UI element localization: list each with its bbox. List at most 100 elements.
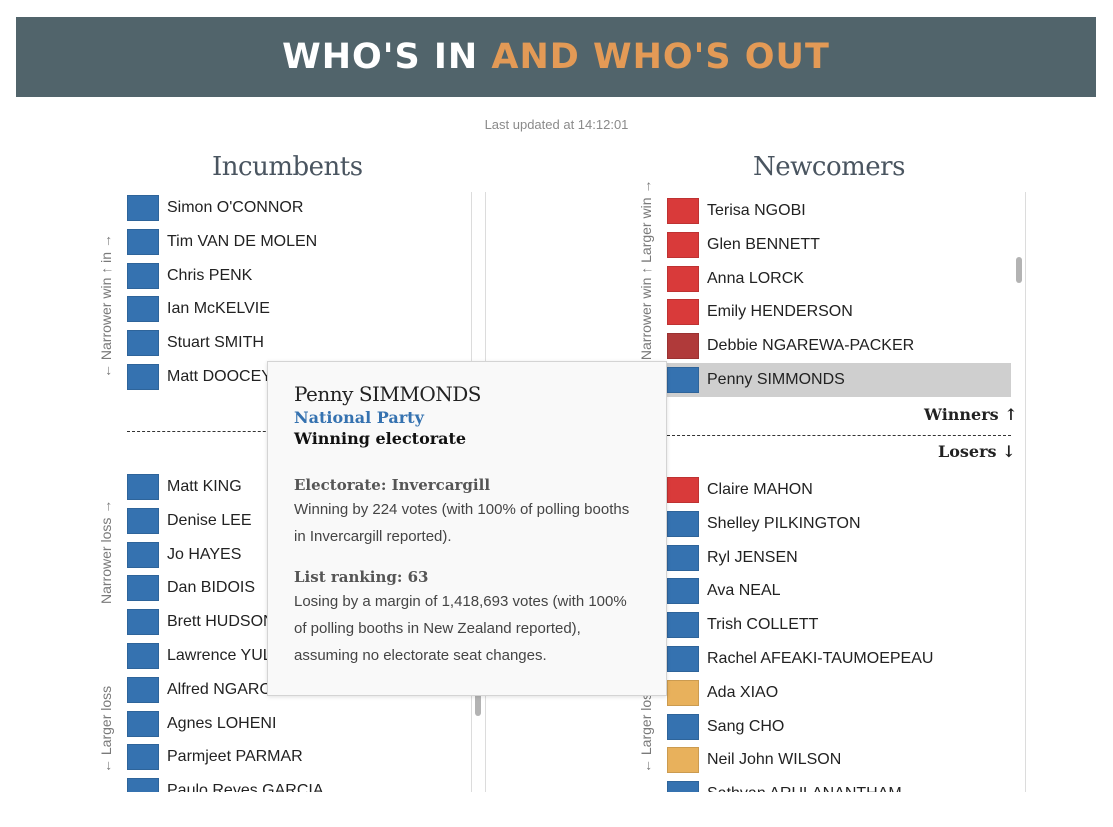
incumbents-list[interactable]: Simon O'CONNOR Tim VAN DE MOLEN Chris PENK… <box>127 192 471 792</box>
party-color-swatch <box>667 510 699 537</box>
tooltip-electorate-text: Winning by 224 votes (with 100% of polli… <box>294 501 630 545</box>
candidate-name: Sathyan ARULANANTHAM <box>707 785 902 792</box>
party-color-swatch <box>127 676 159 703</box>
newcomer-loser-row[interactable]: Neil John WILSON <box>667 743 841 777</box>
candidate-name: Emily HENDERSON <box>707 303 853 321</box>
candidate-name: Chris PENK <box>167 266 253 284</box>
incumbent-winner-row[interactable]: Chris PENK <box>127 259 252 293</box>
incumbent-loser-row[interactable]: Brett HUDSON <box>127 605 275 639</box>
newcomer-winner-row[interactable]: Terisa NGOBI <box>667 194 806 228</box>
party-color-swatch <box>127 778 159 792</box>
party-color-swatch <box>127 541 159 568</box>
incumbent-loser-row[interactable]: Parmjeet PARMAR <box>127 740 303 774</box>
newcomers-title: Newcomers <box>753 152 905 182</box>
party-color-swatch <box>127 507 159 534</box>
tooltip-candidate-name: Penny SIMMONDS <box>294 382 482 406</box>
candidate-name: Ian McKELVIE <box>167 300 270 318</box>
candidate-name: Lawrence YULE <box>167 647 283 664</box>
party-color-swatch <box>667 333 699 360</box>
newcomer-loser-row[interactable]: Ada XIAO <box>667 676 778 710</box>
candidate-name: Alfred NGARO <box>167 680 272 698</box>
newcomer-loser-row[interactable]: Rachel AFEAKI-TAUMOEPEAU <box>667 642 933 676</box>
party-color-swatch <box>667 781 699 792</box>
incumbent-loser-row[interactable]: Paulo Reyes GARCIA <box>127 774 324 792</box>
newcomer-winner-row[interactable]: Emily HENDERSON <box>667 295 853 329</box>
newcomer-winner-row[interactable]: Penny SIMMONDS <box>667 363 1011 397</box>
newcomer-loser-row[interactable]: Claire MAHON <box>667 473 813 507</box>
candidate-name: Trish COLLETT <box>707 616 819 634</box>
candidate-tooltip: Penny SIMMONDS National Party Winning el… <box>267 361 667 696</box>
party-color-swatch <box>667 713 699 740</box>
candidate-name: Paulo Reyes GARCIA <box>167 782 324 792</box>
party-color-swatch <box>127 228 159 255</box>
party-color-swatch <box>667 367 699 393</box>
newcomer-winner-row[interactable]: Anna LORCK <box>667 262 804 296</box>
candidate-name: Rachel AFEAKI-TAUMOEPEAU <box>707 650 934 667</box>
candidate-name: Ada XIAO <box>707 683 779 701</box>
candidate-name: Claire MAHON <box>707 481 813 498</box>
party-color-swatch <box>667 477 699 503</box>
incumbent-winner-row[interactable]: Stuart SMITH <box>127 326 264 360</box>
incumbent-loser-row[interactable]: Denise LEE <box>127 504 252 538</box>
candidate-name: Dan BIDOIS <box>167 579 256 597</box>
newcomers-divider <box>667 435 1011 436</box>
party-color-swatch <box>127 474 159 500</box>
incumbent-winner-row[interactable]: Matt DOOCEY <box>127 360 272 394</box>
candidate-name: Parmjeet PARMAR <box>167 748 303 766</box>
party-color-swatch <box>127 330 159 357</box>
candidate-name: Sang CHO <box>707 717 785 735</box>
party-color-swatch <box>667 231 699 258</box>
party-color-swatch <box>127 195 159 221</box>
tooltip-party: National Party <box>294 408 424 427</box>
newcomer-loser-row[interactable]: Sathyan ARULANANTHAM <box>667 777 902 792</box>
incumbent-loser-row[interactable]: Alfred NGARO <box>127 673 272 707</box>
incumbent-loser-row[interactable]: Agnes LOHENI <box>127 707 276 741</box>
party-color-swatch <box>667 198 699 224</box>
newcomers-scrollbar[interactable] <box>1025 192 1026 792</box>
newcomer-winner-row[interactable]: Glen BENNETT <box>667 228 820 262</box>
incumbent-winner-row[interactable]: Ian McKELVIE <box>127 292 270 326</box>
party-color-swatch <box>127 262 159 289</box>
newcomer-loser-row[interactable]: Ava NEAL <box>667 574 781 608</box>
newcomers-list[interactable]: Terisa NGOBI Glen BENNETT Anna LORCK Emily … <box>667 192 1011 792</box>
incumbent-loser-row[interactable]: Lawrence YULE <box>127 639 282 673</box>
candidate-name: Terisa NGOBI <box>707 202 806 219</box>
incumbent-loser-row[interactable]: Matt KING <box>127 470 242 504</box>
incumbents-axis-top: ← Narrower win ↑ in → <box>98 234 114 378</box>
party-color-swatch <box>667 747 699 774</box>
candidate-name: Neil John WILSON <box>707 751 842 769</box>
tooltip-list-heading: List ranking: 63 <box>294 568 429 586</box>
candidate-name: Debbie NGAREWA-PACKER <box>707 337 915 355</box>
incumbent-winner-row[interactable]: Simon O'CONNOR <box>127 192 303 225</box>
candidate-name: Ava NEAL <box>707 582 781 600</box>
incumbent-winner-row[interactable]: Tim VAN DE MOLEN <box>127 225 317 259</box>
newcomers-winners-label: Winners ↑ <box>924 405 1018 424</box>
candidate-name: Matt KING <box>167 478 242 495</box>
page-title: WHO'S IN AND WHO'S OUT <box>282 37 830 77</box>
candidate-name: Penny SIMMONDS <box>707 371 845 388</box>
newcomers-axis-bottom: ← Larger loss <box>638 685 654 773</box>
newcomer-loser-row[interactable]: Ryl JENSEN <box>667 541 798 575</box>
candidate-name: Agnes LOHENI <box>167 714 277 732</box>
incumbents-title: Incumbents <box>212 152 363 182</box>
candidate-name: Glen BENNETT <box>707 235 820 253</box>
newcomer-loser-row[interactable]: Sang CHO <box>667 710 784 744</box>
incumbent-loser-row[interactable]: Jo HAYES <box>127 538 241 572</box>
candidate-name: Brett HUDSON <box>167 613 275 631</box>
party-color-swatch <box>667 578 699 605</box>
newcomers-scroll-thumb[interactable] <box>1016 257 1022 283</box>
page-title-part2: AND WHO'S OUT <box>491 37 830 77</box>
candidate-name: Matt DOOCEY <box>167 368 272 385</box>
party-color-swatch <box>667 544 699 571</box>
candidate-name: Shelley PILKINGTON <box>707 514 861 532</box>
newcomer-loser-row[interactable]: Shelley PILKINGTON <box>667 507 861 541</box>
party-color-swatch <box>127 643 159 669</box>
candidate-name: Ryl JENSEN <box>707 548 798 566</box>
party-color-swatch <box>127 296 159 323</box>
incumbents-axis-mid: Narrower loss → <box>98 499 114 604</box>
incumbents-scroll-thumb[interactable] <box>475 690 481 716</box>
newcomer-loser-row[interactable]: Trish COLLETT <box>667 608 818 642</box>
newcomer-winner-row[interactable]: Debbie NGAREWA-PACKER <box>667 329 914 363</box>
candidate-name: Denise LEE <box>167 511 252 529</box>
incumbent-loser-row[interactable]: Dan BIDOIS <box>127 571 255 605</box>
